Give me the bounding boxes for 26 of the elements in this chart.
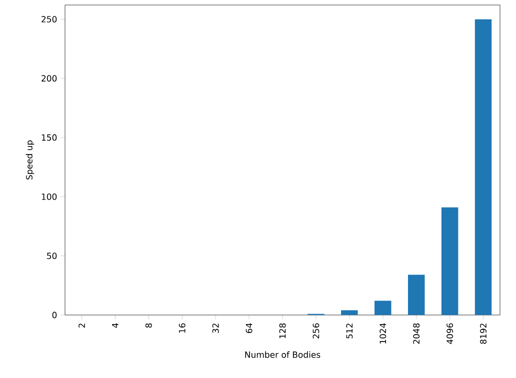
y-tick-label: 150 xyxy=(42,134,57,141)
bar xyxy=(341,310,358,315)
x-tick-label: 16 xyxy=(178,323,186,333)
x-tick-label: 2 xyxy=(78,324,85,328)
x-tick-label: 4096 xyxy=(446,323,454,344)
y-axis-title: Speed up xyxy=(26,140,34,180)
x-tick-label: 128 xyxy=(279,323,286,338)
x-tick-label: 8 xyxy=(145,323,152,328)
x-axis-title: Number of Bodies xyxy=(245,351,320,358)
bar xyxy=(474,19,492,315)
y-tick-label: 0 xyxy=(52,312,57,318)
y-tick-label: 200 xyxy=(42,75,57,82)
bar xyxy=(441,207,458,315)
y-tick-label: 100 xyxy=(42,193,57,200)
x-tick-label: 2048 xyxy=(413,323,420,344)
x-tick-label: 1024 xyxy=(380,323,386,344)
bar xyxy=(374,300,392,315)
x-tick-label: 8192 xyxy=(480,324,486,344)
x-tick-label: 64 xyxy=(246,323,252,334)
x-tick-label: 512 xyxy=(346,324,353,338)
y-tick-label: 250 xyxy=(42,16,57,22)
x-tick-label: 32 xyxy=(212,324,219,333)
y-tick-label: 50 xyxy=(47,252,57,260)
x-tick-label: 4 xyxy=(112,323,118,328)
bar xyxy=(408,274,425,315)
x-tick-label: 256 xyxy=(312,323,320,338)
